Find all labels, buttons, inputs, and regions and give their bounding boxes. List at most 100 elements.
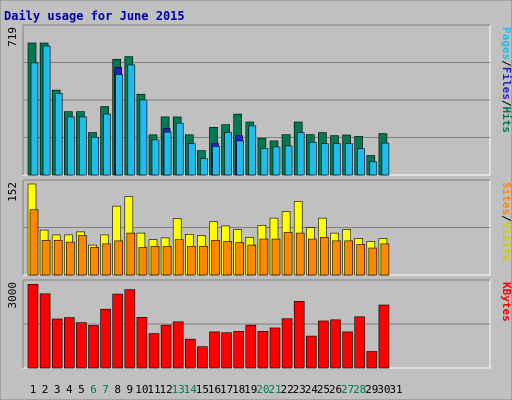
bar-kbytes-day-30 <box>378 304 390 369</box>
bar-pages-day-1 <box>30 62 39 176</box>
legend-item: / <box>500 100 512 107</box>
x-label-day-17: 17 <box>220 383 233 396</box>
bar-kbytes-day-20 <box>257 331 269 369</box>
bar-pages-day-10 <box>139 99 148 176</box>
bar-pages-day-20 <box>260 148 269 176</box>
bar-sites-day-9 <box>126 232 136 276</box>
bar-pages-day-11 <box>151 139 160 176</box>
bar-pages-day-22 <box>284 145 293 176</box>
bar-pages-day-5 <box>79 116 87 176</box>
bar-kbytes-day-29 <box>366 351 378 369</box>
bar-kbytes-day-5 <box>76 322 87 369</box>
bar-sites-day-10 <box>138 247 148 276</box>
bar-kbytes-day-10 <box>136 317 148 369</box>
bar-sites-day-12 <box>162 245 172 276</box>
bar-kbytes-day-13 <box>172 321 184 369</box>
bar-sites-day-6 <box>90 247 99 276</box>
bar-sites-day-13 <box>174 239 184 276</box>
bar-kbytes-day-15 <box>197 346 208 369</box>
bar-pages-day-9 <box>127 64 136 176</box>
bar-sites-day-23 <box>295 232 305 276</box>
x-label-day-1: 1 <box>30 383 37 396</box>
x-label-day-22: 22 <box>280 383 293 396</box>
bar-kbytes-day-24 <box>305 335 317 369</box>
bar-pages-day-18 <box>236 140 244 176</box>
bar-sites-day-17 <box>223 241 232 276</box>
bar-pages-day-17 <box>224 132 232 176</box>
bar-kbytes-day-16 <box>209 331 220 369</box>
bar-sites-day-14 <box>187 245 196 276</box>
bar-kbytes-day-6 <box>88 325 99 369</box>
bar-sites-day-26 <box>332 240 341 276</box>
legend-bot: KBytes <box>500 282 512 322</box>
legend-item: / <box>500 215 512 222</box>
bar-kbytes-day-19 <box>245 324 257 369</box>
x-axis-day-labels: 1 2 3 4 5 6 7 8 9 1011121314151617181920212223242… <box>30 383 403 396</box>
bar-sites-day-4 <box>66 241 75 276</box>
bar-kbytes-day-7 <box>100 308 111 369</box>
x-label-day-12: 12 <box>159 383 172 396</box>
legend-item: / <box>500 60 512 67</box>
bar-pages-day-29 <box>369 161 378 176</box>
x-label-day-27: 27 <box>341 383 354 396</box>
bar-kbytes-day-9 <box>124 289 136 369</box>
bar-kbytes-day-27 <box>342 331 353 369</box>
bar-pages-day-8 <box>115 74 123 176</box>
chart-title: Daily usage for June 2015 <box>4 9 185 23</box>
bar-pages-day-30 <box>381 142 390 176</box>
bar-sites-day-2 <box>41 239 51 276</box>
legend-item: KBytes <box>500 282 512 322</box>
bar-sites-day-19 <box>247 244 257 276</box>
x-label-day-3: 3 <box>54 383 61 396</box>
bar-pages-day-2 <box>42 45 51 176</box>
x-label-day-24: 24 <box>305 383 319 396</box>
x-label-day-8: 8 <box>114 383 121 396</box>
x-label-day-19: 19 <box>244 383 257 396</box>
bar-kbytes-day-28 <box>354 316 366 369</box>
bar-kbytes-day-23 <box>293 301 305 369</box>
x-label-day-11: 11 <box>147 383 160 396</box>
bar-kbytes-day-4 <box>64 317 75 369</box>
bar-sites-day-8 <box>114 240 123 276</box>
x-label-day-6: 6 <box>90 383 97 396</box>
x-label-day-10: 10 <box>135 383 148 396</box>
bar-kbytes-day-1 <box>27 283 39 369</box>
x-label-day-21: 21 <box>268 383 281 396</box>
bar-pages-day-6 <box>91 136 99 176</box>
legend-mid: Sites/Visits <box>500 182 512 262</box>
bar-pages-day-28 <box>357 148 366 176</box>
bar-sites-day-11 <box>150 245 160 276</box>
bar-pages-day-23 <box>296 132 305 176</box>
bar-sites-day-21 <box>271 238 281 276</box>
bar-pages-day-7 <box>103 113 111 176</box>
y-max-label: 719 <box>6 27 19 47</box>
y-max-label: 3000 <box>6 282 19 309</box>
bar-pages-day-24 <box>308 142 317 176</box>
bar-kbytes-day-22 <box>281 318 293 369</box>
panel-bot: 3000 KBytes <box>6 279 512 369</box>
bar-pages-day-19 <box>248 125 257 176</box>
x-label-day-5: 5 <box>78 383 85 396</box>
bar-sites-day-7 <box>102 243 111 276</box>
panel-top: 719 Pages/Files/Hits <box>6 24 512 176</box>
bar-kbytes-day-8 <box>112 293 123 369</box>
x-label-day-29: 29 <box>365 383 378 396</box>
legend-item: Hits <box>500 107 512 134</box>
legend-top: Pages/Files/Hits <box>500 27 512 133</box>
bar-pages-day-3 <box>54 93 63 176</box>
bar-pages-day-14 <box>188 143 196 176</box>
bar-sites-day-18 <box>235 242 244 276</box>
legend-item: Visits <box>500 222 512 262</box>
bar-pages-day-4 <box>67 116 75 176</box>
bar-kbytes-day-18 <box>233 331 244 369</box>
bar-kbytes-day-14 <box>185 338 196 369</box>
bar-sites-day-1 <box>29 209 39 276</box>
bar-pages-day-13 <box>175 122 184 176</box>
bar-pages-day-15 <box>200 158 208 176</box>
bar-sites-day-16 <box>211 239 220 276</box>
legend-item: Files <box>500 67 512 100</box>
x-label-day-18: 18 <box>232 383 245 396</box>
legend-item: Pages <box>500 27 512 60</box>
